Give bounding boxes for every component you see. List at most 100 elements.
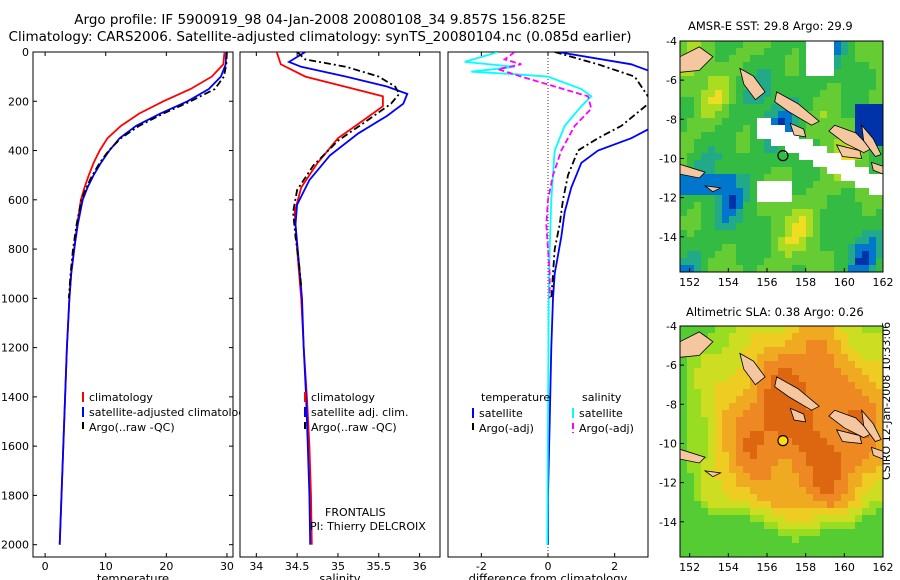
land-shape-9 xyxy=(703,185,722,193)
x-tick-label: 20 xyxy=(159,560,173,573)
y-tick-label: -14 xyxy=(659,231,677,244)
land-shape-8 xyxy=(680,448,706,464)
series-line-1 xyxy=(58,52,228,545)
legend-header-temperature: temperature xyxy=(481,391,550,404)
land-shape-1 xyxy=(739,67,766,101)
legend-label: satellite xyxy=(479,407,523,420)
x-tick-label: 35.5 xyxy=(367,560,392,573)
legend-label: satellite xyxy=(579,407,623,420)
series-line-3 xyxy=(494,52,593,299)
map-frame xyxy=(679,325,884,558)
x-tick-label: 158 xyxy=(795,276,816,289)
legend-label: satellite-adjusted climatology xyxy=(89,406,252,419)
y-tick-label: 1800 xyxy=(1,489,29,502)
x-tick-label: 0 xyxy=(42,560,49,573)
x-tick-label: 152 xyxy=(679,276,700,289)
profile-panel-0: 0 10 20 30 temperature 0 200 400 600 800 1000 1200 1… xyxy=(1,46,252,580)
y-tick-label: -14 xyxy=(659,516,677,529)
annotation-line2: PI: Thierry DELCROIX xyxy=(310,520,426,533)
series-line-2 xyxy=(67,52,228,299)
y-tick-label: 1000 xyxy=(1,292,29,305)
legend-label: Argo(-adj) xyxy=(479,422,534,435)
legend-label: Argo(..raw -QC) xyxy=(89,421,175,434)
sst-map: 152 154 156 158 160 162 -4 -6 -8 -10 -12 -14 xyxy=(659,35,893,289)
x-tick-label: -2 xyxy=(476,560,487,573)
land-shape-3 xyxy=(789,122,807,138)
x-tick-label: 10 xyxy=(99,560,113,573)
y-tick-label: 600 xyxy=(8,194,29,207)
series-line-0 xyxy=(547,52,648,545)
sst-map-title: AMSR-E SST: 29.8 Argo: 29.9 xyxy=(688,19,853,33)
land-shape-3 xyxy=(789,407,807,423)
argo-float-marker xyxy=(777,150,789,162)
land-shape-0 xyxy=(680,46,714,73)
x-tick-label: 35 xyxy=(331,560,345,573)
chart-title-line2: Climatology: CARS2006. Satellite-adjuste… xyxy=(8,29,632,45)
y-tick-label: 0 xyxy=(22,46,29,59)
y-tick-label: 1400 xyxy=(1,391,29,404)
y-tick-label: -6 xyxy=(666,359,677,372)
land-shape-0 xyxy=(680,331,714,358)
plot-frame xyxy=(32,51,234,558)
legend-header-salinity: salinity xyxy=(582,391,622,404)
land-shape-2 xyxy=(774,91,820,126)
x-tick-label: 162 xyxy=(873,561,894,574)
x-tick-label: 2 xyxy=(611,560,618,573)
land-shape-6 xyxy=(861,123,882,157)
x-tick-label: 156 xyxy=(757,276,778,289)
x-tick-label: 154 xyxy=(718,561,739,574)
x-tick-label: 30 xyxy=(220,560,234,573)
land-shape-7 xyxy=(870,161,883,175)
series-line-0 xyxy=(275,52,384,545)
annotation-line1: FRONTALIS xyxy=(325,506,386,519)
x-axis-label: temperature xyxy=(97,572,169,580)
x-tick-label: 156 xyxy=(757,561,778,574)
y-tick-label: -12 xyxy=(659,192,677,205)
x-tick-label: 36 xyxy=(413,560,427,573)
y-tick-label: -4 xyxy=(666,35,677,48)
map-frame xyxy=(679,40,884,273)
land-shape-9 xyxy=(703,470,722,478)
x-tick-label: 0 xyxy=(545,560,552,573)
profile-panel-1: 34 34.5 35 35.5 36 salinity climatology satelli… xyxy=(239,51,441,580)
y-tick-label: 2000 xyxy=(1,539,29,552)
x-axis-label: salinity xyxy=(319,572,360,580)
x-tick-label: 154 xyxy=(718,276,739,289)
y-tick-label: -12 xyxy=(659,477,677,490)
land-shape-5 xyxy=(835,144,863,159)
land-shape-1 xyxy=(739,352,766,386)
land-shape-5 xyxy=(835,429,863,444)
land-shape-2 xyxy=(774,376,820,411)
y-tick-label: 200 xyxy=(8,95,29,108)
x-tick-label: 160 xyxy=(834,276,855,289)
y-tick-label: 400 xyxy=(8,145,29,158)
y-tick-label: -6 xyxy=(666,74,677,87)
y-tick-label: -8 xyxy=(666,398,677,411)
series-line-2 xyxy=(292,52,401,287)
x-tick-label: 34 xyxy=(249,560,263,573)
y-tick-label: -10 xyxy=(659,152,677,165)
legend-label: Argo(-adj) xyxy=(579,422,634,435)
argo-float-marker xyxy=(777,435,789,447)
legend-label: climatology xyxy=(311,391,375,404)
x-tick-label: 34.5 xyxy=(285,560,310,573)
legend-label: climatology xyxy=(89,391,153,404)
x-axis-label: difference from climatology xyxy=(469,572,628,580)
plot-frame xyxy=(239,51,441,558)
series-line-1 xyxy=(286,52,409,545)
y-tick-label: 1600 xyxy=(1,440,29,453)
sla-map: 152 154 156 158 160 162 -4 -6 -8 -10 -12 -14 xyxy=(659,320,893,574)
y-tick-label: -8 xyxy=(666,113,677,126)
land-shape-4 xyxy=(828,409,873,439)
land-shape-4 xyxy=(828,124,873,154)
sla-field xyxy=(680,326,883,557)
land-shape-7 xyxy=(870,446,883,460)
legend-label: Argo(..raw -QC) xyxy=(311,421,397,434)
chart-title-line1: Argo profile: IF 5900919_98 04-Jan-2008 … xyxy=(74,12,566,28)
legend-label: satellite adj. clim. xyxy=(311,406,408,419)
x-tick-label: 158 xyxy=(795,561,816,574)
series-line-1 xyxy=(550,52,648,299)
y-tick-label: 800 xyxy=(8,243,29,256)
